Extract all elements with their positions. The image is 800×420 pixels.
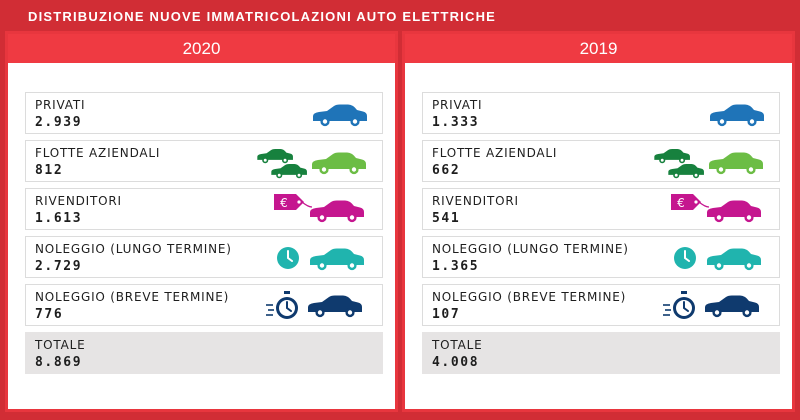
row-value: 812	[35, 163, 64, 178]
row-value: 2.939	[35, 115, 83, 130]
row-privati: PRIVATI 1.333	[422, 92, 780, 134]
row-label: PRIVATI	[35, 98, 86, 112]
row-label: FLOTTE AZIENDALI	[35, 146, 161, 160]
panel-2020: 2020 PRIVATI 2.939 FLOTTE AZIENDALI 812 …	[5, 31, 398, 412]
row-label: NOLEGGIO (BREVE TERMINE)	[432, 290, 627, 304]
category-list: PRIVATI 2.939 FLOTTE AZIENDALI 812 RIVEN…	[25, 92, 383, 380]
row-rivenditori: RIVENDITORI 1.613 €	[25, 188, 383, 230]
row-totale: TOTALE 8.869	[25, 332, 383, 374]
row-value: 1.613	[35, 211, 83, 226]
stopwatch-car-icon	[661, 289, 765, 330]
row-flotte-aziendali: FLOTTE AZIENDALI 812	[25, 140, 383, 182]
row-value: 107	[432, 307, 461, 322]
svg-text:€: €	[280, 196, 288, 210]
row-value: 662	[432, 163, 461, 178]
clock-car-icon	[276, 241, 368, 280]
row-privati: PRIVATI 2.939	[25, 92, 383, 134]
infographic-title: DISTRIBUZIONE NUOVE IMMATRICOLAZIONI AUT…	[28, 9, 497, 24]
row-value: 541	[432, 211, 461, 226]
row-value: 1.333	[432, 115, 480, 130]
row-value: 776	[35, 307, 64, 322]
fleet-cars-icon	[256, 145, 368, 186]
row-label: NOLEGGIO (LUNGO TERMINE)	[35, 242, 232, 256]
row-value: 1.365	[432, 259, 480, 274]
row-label: NOLEGGIO (LUNGO TERMINE)	[432, 242, 629, 256]
total-value: 8.869	[35, 355, 83, 370]
category-list: PRIVATI 1.333 FLOTTE AZIENDALI 662 RIVEN…	[422, 92, 780, 380]
row-noleggio-breve: NOLEGGIO (BREVE TERMINE) 776	[25, 284, 383, 326]
svg-text:€: €	[677, 196, 685, 210]
car-icon	[308, 97, 368, 136]
row-label: NOLEGGIO (BREVE TERMINE)	[35, 290, 230, 304]
fleet-cars-icon	[653, 145, 765, 186]
euro-tag-car-icon: €	[272, 193, 368, 232]
euro-tag-car-icon: €	[669, 193, 765, 232]
row-totale: TOTALE 4.008	[422, 332, 780, 374]
total-value: 4.008	[432, 355, 480, 370]
total-label: TOTALE	[432, 338, 483, 352]
row-label: RIVENDITORI	[432, 194, 519, 208]
clock-car-icon	[673, 241, 765, 280]
total-label: TOTALE	[35, 338, 86, 352]
panel-2019: 2019 PRIVATI 1.333 FLOTTE AZIENDALI 662 …	[402, 31, 795, 412]
stopwatch-car-icon	[264, 289, 368, 330]
row-label: PRIVATI	[432, 98, 483, 112]
row-label: FLOTTE AZIENDALI	[432, 146, 558, 160]
car-icon	[705, 97, 765, 136]
row-noleggio-lungo: NOLEGGIO (LUNGO TERMINE) 1.365	[422, 236, 780, 278]
panel-year-header: 2020	[8, 34, 395, 63]
row-rivenditori: RIVENDITORI 541 €	[422, 188, 780, 230]
row-flotte-aziendali: FLOTTE AZIENDALI 662	[422, 140, 780, 182]
row-noleggio-lungo: NOLEGGIO (LUNGO TERMINE) 2.729	[25, 236, 383, 278]
row-value: 2.729	[35, 259, 83, 274]
panel-year-header: 2019	[405, 34, 792, 63]
row-label: RIVENDITORI	[35, 194, 122, 208]
row-noleggio-breve: NOLEGGIO (BREVE TERMINE) 107	[422, 284, 780, 326]
